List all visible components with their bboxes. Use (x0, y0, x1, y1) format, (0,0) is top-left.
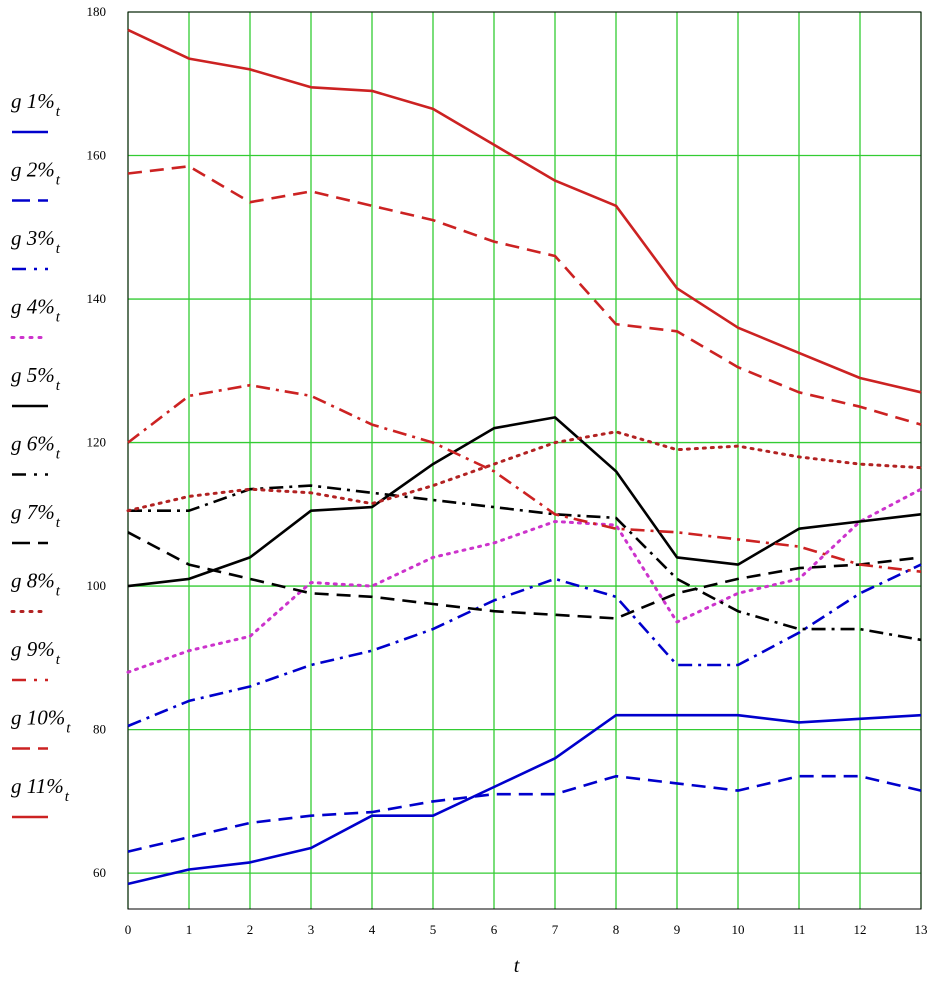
legend-subscript: t (56, 584, 61, 600)
legend-label: g 2% (11, 158, 55, 182)
legend-subscript: t (56, 652, 61, 668)
legend-label: g 9% (11, 637, 55, 661)
legend-subscript: t (56, 447, 61, 463)
legend-label: g 1% (11, 89, 55, 113)
legend-item-8: g 8% t (10, 569, 61, 613)
x-tick-label: 3 (308, 922, 315, 937)
y-tick-label: 100 (87, 578, 107, 593)
y-tick-label: 80 (93, 722, 106, 737)
legend-subscript: t (56, 241, 61, 257)
legend-subscript: t (65, 789, 70, 805)
series-line-4 (126, 487, 923, 674)
y-tick-label: 140 (87, 291, 107, 306)
legend-item-7: g 7% t (11, 500, 61, 545)
series-line-3 (127, 563, 922, 728)
legend-subscript: t (56, 104, 61, 120)
legend-item-10: g 10% t (11, 706, 71, 750)
legend-item-4: g 4% t (10, 295, 61, 339)
series-line-11 (127, 28, 922, 394)
legend-label: g 6% (11, 432, 55, 456)
x-tick-label: 7 (552, 922, 559, 937)
legend-label: g 10% (11, 706, 65, 730)
x-tick-labels: 0 1 2 3 4 5 6 7 8 9 10 11 12 13 (125, 922, 928, 937)
y-tick-label: 60 (93, 865, 106, 880)
legend-label: g 11% (11, 774, 64, 798)
x-tick-label: 1 (186, 922, 193, 937)
x-axis-label: t (514, 955, 520, 977)
series-line-5 (127, 416, 922, 588)
legend-label: g 4% (11, 295, 55, 319)
legend-label: g 3% (11, 226, 55, 250)
x-tick-label: 8 (613, 922, 620, 937)
series-group (126, 28, 923, 886)
legend-item-3: g 3% t (11, 226, 61, 271)
series-line-10 (127, 165, 922, 426)
legend-item-11: g 11% t (11, 774, 70, 819)
legend-item-2: g 2% t (11, 158, 61, 202)
x-tick-label: 6 (491, 922, 498, 937)
x-tick-label: 9 (674, 922, 681, 937)
legend-subscript: t (66, 721, 71, 737)
series-line-2 (127, 774, 922, 853)
x-tick-label: 13 (915, 922, 928, 937)
y-tick-label: 180 (87, 4, 107, 19)
y-tick-labels: 60 80 100 120 140 160 180 (87, 4, 107, 880)
y-tick-label: 120 (87, 435, 107, 450)
x-tick-label: 4 (369, 922, 376, 937)
series-line-7 (127, 531, 922, 620)
legend-subscript: t (56, 378, 61, 394)
grid-lines (127, 11, 922, 909)
x-tick-label: 11 (793, 922, 806, 937)
legend-item-1: g 1% t (11, 89, 61, 134)
series-line-8 (126, 430, 923, 513)
x-tick-label: 5 (430, 922, 437, 937)
series-line-9 (127, 383, 922, 573)
legend-label: g 5% (11, 363, 55, 387)
x-tick-label: 0 (125, 922, 132, 937)
series-line-6 (128, 484, 922, 642)
legend-label: g 7% (11, 500, 55, 524)
legend-subscript: t (56, 515, 61, 531)
x-tick-label: 10 (732, 922, 745, 937)
legend-item-6: g 6% t (11, 432, 61, 476)
x-tick-label: 12 (854, 922, 867, 937)
legend-item-5: g 5% t (11, 363, 61, 408)
series-line-1 (127, 713, 922, 886)
legend-subscript: t (56, 173, 61, 189)
legend: g 1% tg 2% tg 3% tg 4% tg 5% tg 6% tg 7% tg 8% t… (10, 89, 71, 819)
y-tick-label: 160 (87, 148, 107, 163)
plot-frame (127, 11, 922, 910)
legend-item-9: g 9% t (11, 637, 61, 682)
legend-label: g 8% (11, 569, 55, 593)
x-tick-label: 2 (247, 922, 254, 937)
legend-subscript: t (56, 310, 61, 326)
